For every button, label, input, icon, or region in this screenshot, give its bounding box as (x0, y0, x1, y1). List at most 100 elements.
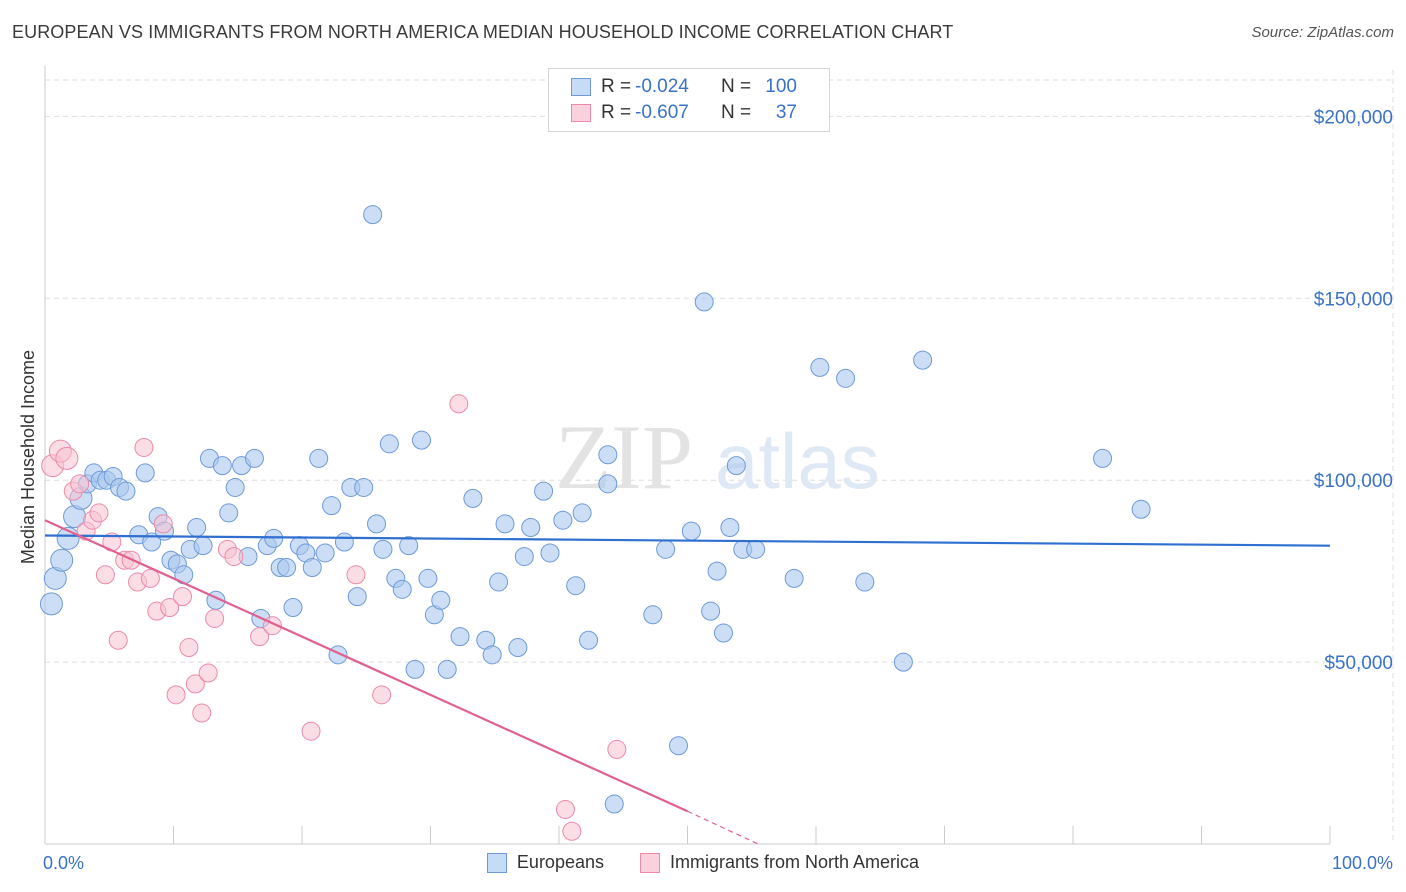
legend-n-label: N = (721, 76, 752, 97)
data-point-immigrants (160, 598, 180, 618)
data-point-europeans (412, 430, 432, 450)
data-point-europeans (489, 572, 509, 592)
source-label: Source: ZipAtlas.com (1251, 24, 1394, 41)
data-point-europeans (495, 514, 515, 534)
x-tick-label: 100.0% (1332, 853, 1393, 873)
data-point-europeans (572, 503, 592, 523)
legend-swatch-immigrants (571, 104, 591, 122)
y-tick-labels: $50,000 $100,000 $150,000 $200,000 (1314, 107, 1393, 674)
data-point-europeans (669, 736, 689, 756)
data-point-immigrants (449, 394, 469, 414)
data-point-immigrants (555, 799, 575, 819)
bottom-legend-europeans: Europeans (486, 852, 604, 873)
data-point-europeans (363, 205, 383, 225)
data-point-europeans (855, 572, 875, 592)
data-point-immigrants (179, 638, 199, 658)
data-point-europeans (720, 517, 740, 537)
bottom-legend-label-immigrants: Immigrants from North America (670, 852, 920, 872)
legend-r-value: -0.024 (635, 76, 689, 97)
bottom-legend-swatch-europeans (486, 852, 507, 873)
trend-line-europeans (44, 534, 1331, 547)
data-point-europeans (225, 477, 245, 497)
data-point-europeans (450, 627, 470, 647)
grid-lines (45, 70, 1395, 844)
data-point-europeans (116, 481, 136, 501)
data-point-immigrants (95, 565, 115, 585)
data-point-europeans (322, 496, 342, 516)
data-point-europeans (302, 558, 322, 578)
y-tick-label: $150,000 (1314, 289, 1393, 310)
data-point-immigrants (89, 503, 109, 523)
y-tick-label: $100,000 (1314, 471, 1393, 492)
data-point-europeans (553, 510, 573, 530)
data-point-europeans (244, 448, 264, 468)
y-axis-label: Median Household Income (18, 350, 38, 564)
trend-line-immigrants (44, 519, 688, 813)
legend: R = -0.024 N = 100 R = -0.607 N = 37 (548, 68, 830, 132)
data-point-europeans (514, 547, 534, 567)
data-point-immigrants (153, 514, 173, 534)
data-point-europeans (431, 590, 451, 610)
data-point-europeans (219, 503, 239, 523)
data-point-europeans (746, 539, 766, 559)
data-point-europeans (810, 357, 830, 377)
data-point-europeans (354, 477, 374, 497)
data-point-europeans (309, 448, 329, 468)
data-point-europeans (1093, 448, 1113, 468)
data-point-europeans (893, 652, 913, 672)
data-point-immigrants (185, 674, 205, 694)
data-point-europeans (713, 623, 733, 643)
data-point-immigrants (192, 703, 212, 723)
data-point-europeans (405, 659, 425, 679)
data-point-immigrants (108, 630, 128, 650)
bottom-legend-swatch-immigrants (640, 852, 660, 873)
data-point-europeans (379, 434, 399, 454)
data-point-europeans (399, 536, 419, 556)
data-point-europeans (836, 368, 856, 388)
data-point-europeans (39, 592, 63, 616)
data-point-immigrants (301, 721, 321, 741)
data-point-europeans (521, 517, 541, 537)
data-point-europeans (50, 548, 74, 572)
chart-title: EUROPEAN VS IMMIGRANTS FROM NORTH AMERIC… (12, 22, 954, 42)
data-point-immigrants (172, 587, 192, 607)
series-immigrants (41, 394, 627, 841)
y-tick-label: $200,000 (1314, 107, 1393, 128)
bottom-legend-immigrants: Immigrants from North America (640, 852, 919, 873)
data-point-europeans (598, 474, 618, 494)
legend-n-value: 37 (775, 102, 797, 123)
data-point-immigrants (140, 568, 160, 588)
data-point-europeans (784, 568, 804, 588)
data-point-europeans (463, 488, 483, 508)
data-point-immigrants (562, 821, 582, 841)
data-point-europeans (437, 659, 457, 679)
data-point-europeans (913, 350, 933, 370)
data-point-europeans (392, 579, 412, 599)
axes (44, 66, 1331, 845)
data-point-europeans (135, 463, 155, 483)
legend-n-label: N = (721, 102, 752, 123)
data-point-europeans (726, 456, 746, 476)
bottom-legend-label-europeans: Europeans (516, 852, 604, 872)
data-point-europeans (707, 561, 727, 581)
x-tick-labels: 0.0% 100.0% (43, 853, 1393, 873)
bottom-legend: Europeans Immigrants from North America (0, 852, 1406, 873)
data-point-europeans (283, 598, 303, 618)
data-point-europeans (534, 481, 554, 501)
data-point-europeans (373, 539, 393, 559)
data-point-immigrants (372, 685, 392, 705)
legend-row-immigrants: R = -0.607 N = 37 (571, 100, 797, 126)
data-point-immigrants (607, 739, 627, 759)
data-point-europeans (604, 794, 624, 814)
data-point-europeans (334, 532, 354, 552)
legend-r-value: -0.607 (635, 102, 689, 123)
data-point-europeans (315, 543, 335, 563)
data-point-europeans (347, 587, 367, 607)
legend-r-label: R = (601, 102, 632, 123)
trend-line-immigrants-extension (687, 810, 759, 845)
legend-n-value: 100 (765, 76, 797, 97)
data-point-europeans (277, 558, 297, 578)
data-point-europeans (367, 514, 387, 534)
data-point-europeans (656, 539, 676, 559)
